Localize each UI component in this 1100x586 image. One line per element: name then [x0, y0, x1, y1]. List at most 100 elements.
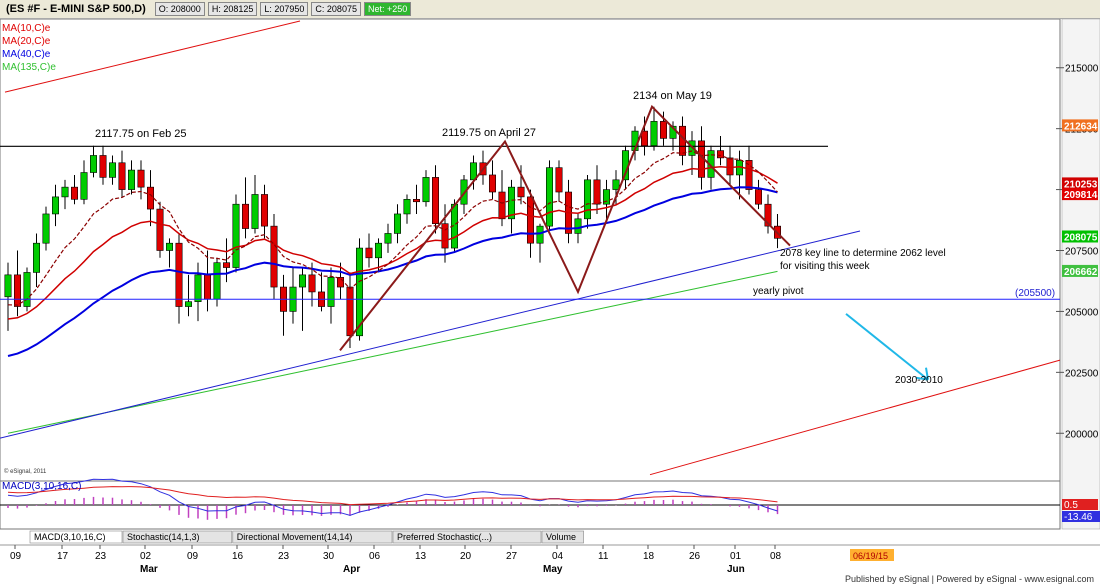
- candle-up: [574, 218, 582, 234]
- x-tick-label: 08: [770, 551, 782, 562]
- tab-label: MACD(3,10,16,C): [34, 532, 106, 542]
- annotation-yearly-pivot: yearly pivot: [753, 286, 804, 297]
- x-tick-label: 06: [369, 551, 381, 562]
- target-arrow: [845, 313, 929, 381]
- candle-up: [32, 242, 40, 273]
- candle-up: [536, 225, 544, 244]
- candle-up: [185, 301, 193, 307]
- candle-up: [23, 272, 31, 307]
- y-tick-label: 202500: [1065, 368, 1099, 379]
- tab-4[interactable]: [541, 530, 584, 544]
- candle-up: [90, 155, 98, 173]
- candle-down: [260, 194, 268, 227]
- x-tick-label: 02: [140, 551, 152, 562]
- tab-label: Stochastic(14,1,3): [127, 532, 200, 542]
- legend-ma-40-c-e: MA(40,C)e: [2, 49, 51, 60]
- candle-down: [99, 155, 107, 178]
- macd-blue-tag-bg: [1062, 511, 1100, 522]
- candle-up: [80, 172, 88, 200]
- symbol-label[interactable]: (ES #F - E-MINI S&P 500,D): [0, 1, 152, 17]
- candle-up: [194, 274, 202, 302]
- candle-up: [393, 213, 401, 234]
- price-tag-high-bg: [1062, 119, 1098, 132]
- tab-label: Preferred Stochastic(...): [397, 532, 492, 542]
- price-tag-ma20-bg: [1062, 188, 1098, 201]
- annotation-feb25: 2117.75 on Feb 25: [95, 128, 187, 140]
- pattern-zigzag: [339, 104, 791, 352]
- x-tick-label: 01: [730, 551, 742, 562]
- annotation-keyline-1: 2078 key line to determine 2062 level: [780, 248, 946, 259]
- macd-red-value: 0.5: [1064, 500, 1078, 511]
- tab-label: Volume: [546, 532, 576, 542]
- candle-up: [128, 169, 136, 190]
- macd-blue-value: -13.46: [1064, 512, 1093, 523]
- x-tick-label: 17: [57, 551, 69, 562]
- price-tag-ma20: 209814: [1064, 190, 1098, 201]
- candle-down: [726, 157, 734, 176]
- support-trend-line: [0, 230, 861, 439]
- candle-up: [384, 233, 392, 244]
- candle-up: [327, 277, 335, 307]
- tab-2[interactable]: [232, 530, 393, 544]
- net-change-value: Net: +250: [363, 2, 412, 16]
- candle-down: [147, 186, 155, 210]
- legend-ma-135-c-e: MA(135,C)e: [2, 62, 56, 73]
- macd-label: MACD(3,10,16,C): [2, 481, 81, 492]
- candle-down: [488, 174, 496, 193]
- x-tick-label: 30: [323, 551, 335, 562]
- candle-up: [374, 242, 382, 259]
- ma135-line: [7, 270, 778, 434]
- candle-down: [745, 160, 753, 190]
- candle-down: [175, 242, 183, 307]
- price-tag-last: 208075: [1064, 232, 1098, 243]
- price-tag-ma40-bg: [1062, 264, 1098, 277]
- candle-down: [270, 225, 278, 288]
- low-value: L: 207950: [260, 2, 309, 16]
- candle-down: [716, 150, 724, 159]
- candle-up: [232, 203, 240, 268]
- annotation-keyline-2: for visiting this week: [780, 261, 870, 272]
- tab-3[interactable]: [392, 530, 542, 544]
- candle-down: [204, 274, 212, 300]
- candle-down: [223, 262, 231, 268]
- candle-down: [346, 286, 354, 337]
- candle-up: [355, 247, 363, 337]
- x-tick-label: 18: [643, 551, 655, 562]
- candle-up: [213, 262, 221, 300]
- month-label: Jun: [727, 564, 745, 574]
- legend-ma-10-c-e: MA(10,C)e: [2, 23, 51, 34]
- ma20-line: [7, 165, 778, 320]
- candle-down: [242, 203, 250, 229]
- x-tick-label: 09: [187, 551, 199, 562]
- month-label: Apr: [343, 564, 360, 574]
- x-tick-label: 23: [278, 551, 290, 562]
- candle-up: [61, 186, 69, 198]
- legend-ma-20-c-e: MA(20,C)e: [2, 36, 51, 47]
- candle-down: [555, 167, 563, 193]
- candle-down: [517, 186, 525, 198]
- date-label-bg: [850, 549, 894, 561]
- candle-down: [118, 162, 126, 190]
- candle-up: [545, 167, 553, 227]
- copyright-text: © eSignal, 2011: [4, 468, 47, 475]
- x-tick-label: 16: [232, 551, 244, 562]
- toolbar: (ES #F - E-MINI S&P 500,D) O: 208000 H: …: [0, 0, 1100, 19]
- lower-channel-line: [649, 359, 1061, 476]
- open-value: O: 208000: [154, 2, 205, 16]
- candle-up: [298, 274, 306, 288]
- tab-label: Directional Movement(14,14): [237, 532, 353, 542]
- candle-up: [507, 186, 515, 220]
- annotation-target: 2030-2010: [895, 375, 943, 386]
- candle-up: [650, 121, 658, 147]
- tab-1[interactable]: [122, 530, 233, 544]
- x-tick-label: 13: [415, 551, 427, 562]
- tab-0[interactable]: [29, 530, 123, 544]
- candle-down: [754, 189, 762, 205]
- symbol-text: (ES #F - E-MINI S&P 500,D): [6, 3, 146, 15]
- x-tick-label: 26: [689, 551, 701, 562]
- candle-down: [156, 208, 164, 251]
- candle-down: [308, 274, 316, 293]
- candle-down: [498, 191, 506, 220]
- candle-up: [4, 274, 12, 298]
- candle-down: [137, 169, 145, 188]
